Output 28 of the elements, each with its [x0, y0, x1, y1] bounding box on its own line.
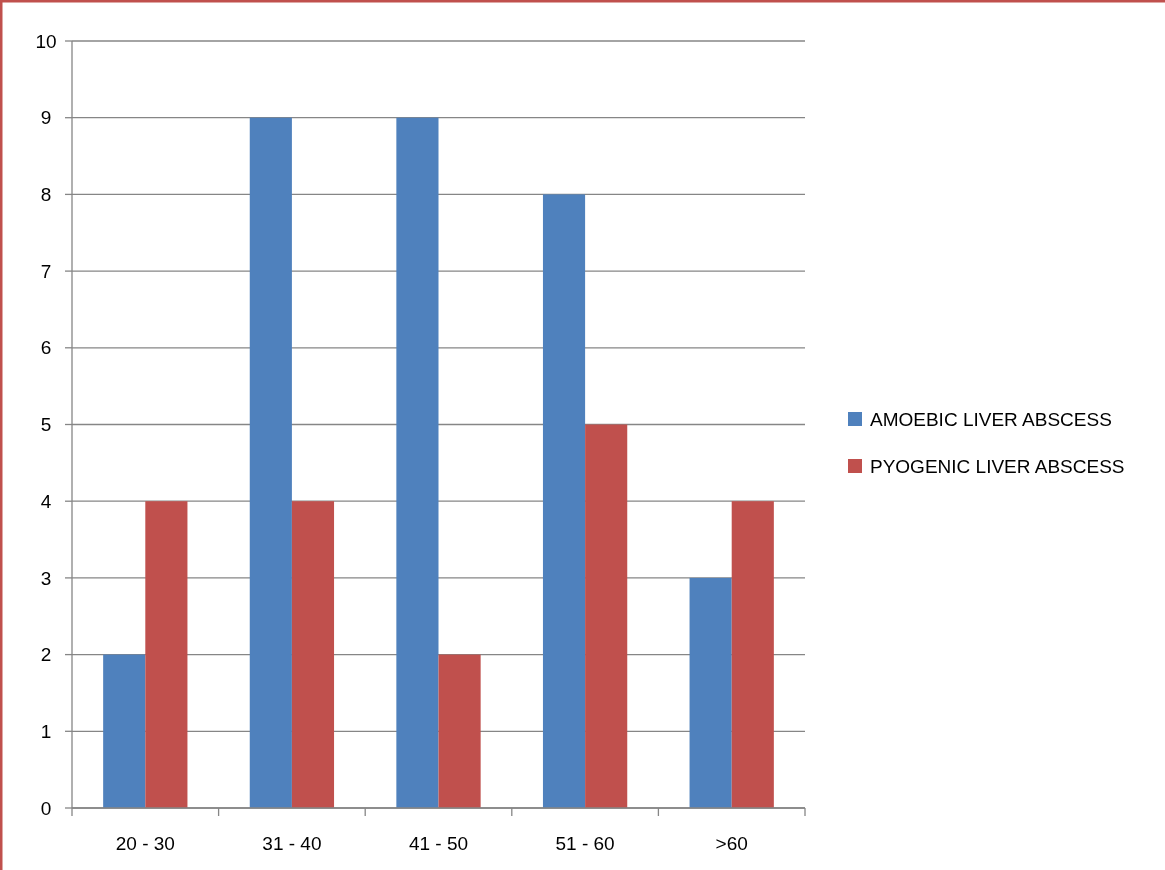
y-tick-label: 0 [40, 797, 52, 819]
bar [103, 654, 146, 808]
y-tick-label: 6 [40, 337, 52, 359]
y-tick-label: 8 [40, 184, 52, 206]
y-tick-label: 2 [40, 644, 52, 666]
x-tick-label: 31 - 40 [262, 832, 322, 854]
legend-label: AMOEBIC LIVER ABSCESS [870, 408, 1112, 430]
x-tick-label: >60 [715, 832, 748, 854]
y-tick-label: 4 [40, 490, 52, 512]
legend-label: PYOGENIC LIVER ABSCESS [870, 455, 1125, 477]
bar [396, 117, 439, 808]
bar [438, 654, 481, 808]
bar [689, 577, 732, 808]
x-tick-label: 20 - 30 [115, 832, 175, 854]
y-tick-label: 5 [40, 414, 52, 436]
x-tick-label: 51 - 60 [555, 832, 615, 854]
y-tick-label: 10 [35, 30, 57, 52]
bar [249, 117, 292, 808]
bar [731, 501, 774, 808]
bar [291, 501, 335, 808]
x-tick-label: 41 - 50 [408, 832, 469, 854]
bar [145, 501, 188, 808]
y-tick-label: 7 [40, 260, 52, 282]
y-tick-label: 3 [40, 567, 52, 589]
y-tick-label: 9 [40, 107, 52, 129]
bar [585, 424, 628, 808]
y-tick-label: 1 [40, 720, 52, 742]
bar [542, 194, 586, 808]
